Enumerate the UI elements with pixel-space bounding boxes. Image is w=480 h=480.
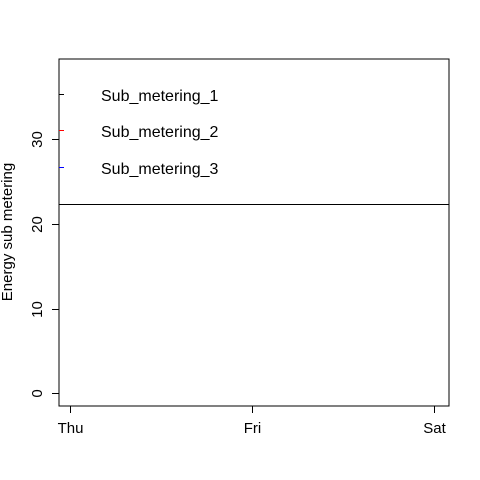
legend-label: Sub_metering_1 [101, 88, 219, 105]
y-axis: 0 10 20 30 [29, 131, 59, 398]
x-axis: Thu Fri Sat [58, 406, 447, 437]
x-tick-label: Sat [423, 420, 446, 437]
x-tick-label: Thu [58, 420, 84, 437]
legend-label: Sub_metering_2 [101, 124, 219, 141]
y-tick-label: 30 [29, 131, 46, 148]
x-tick-label: Fri [244, 420, 262, 437]
legend-label: Sub_metering_3 [101, 161, 219, 178]
plot-frame [58, 58, 450, 407]
y-tick-label: 20 [29, 216, 46, 233]
y-tick-label: 0 [29, 389, 46, 397]
y-tick-label: 10 [29, 301, 46, 318]
legend: Sub_metering_1 Sub_metering_2 Sub_metering… [59, 88, 449, 205]
y-axis-label: Energy sub metering [0, 163, 16, 301]
